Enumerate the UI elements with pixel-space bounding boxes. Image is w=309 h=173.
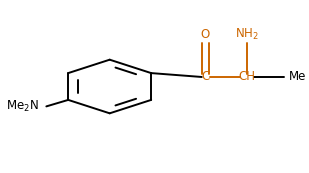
Text: CH: CH [239, 70, 256, 84]
Text: O: O [201, 28, 210, 41]
Text: Me: Me [289, 70, 306, 84]
Text: C: C [201, 70, 210, 84]
Text: Me$_2$N: Me$_2$N [6, 99, 39, 114]
Text: NH$_2$: NH$_2$ [235, 27, 259, 42]
